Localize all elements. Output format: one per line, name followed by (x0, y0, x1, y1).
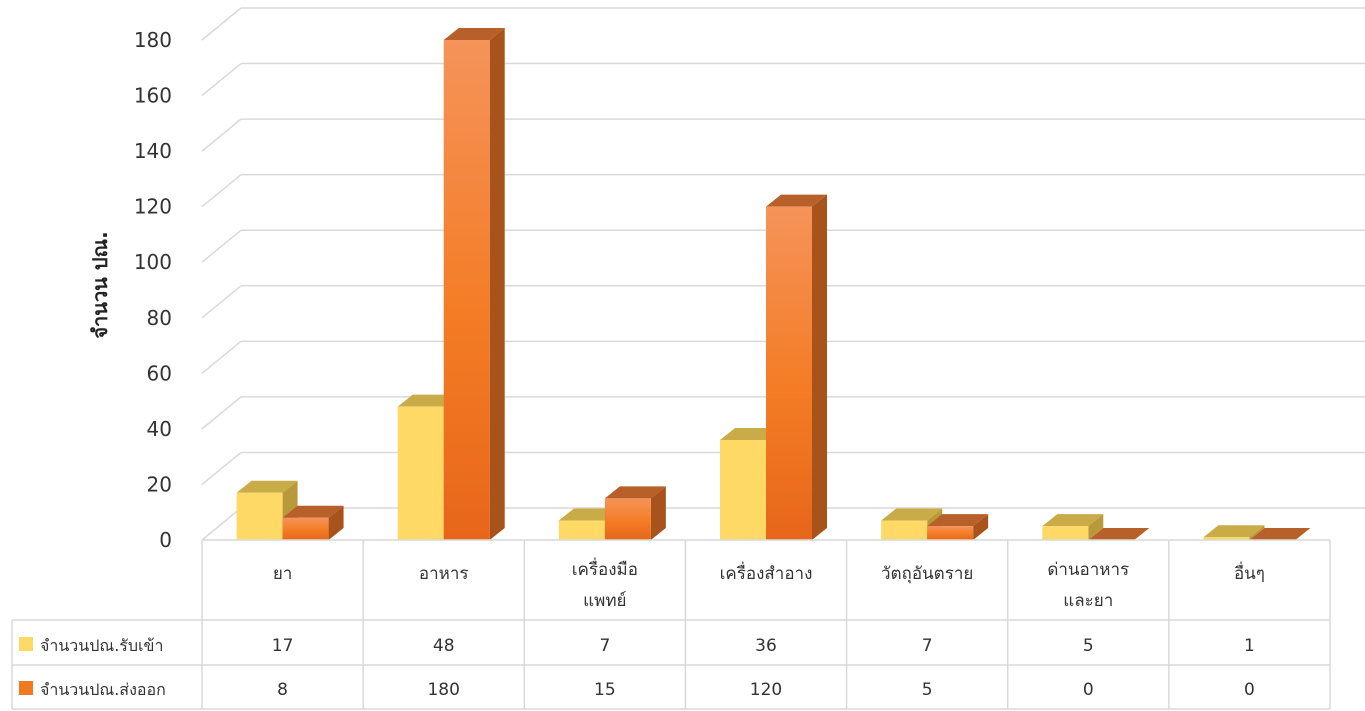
table-value: 8 (277, 680, 288, 700)
table-value: 48 (433, 636, 455, 656)
table-value: 36 (755, 636, 777, 656)
table-value: 1 (1244, 636, 1255, 656)
bar-export (927, 514, 989, 540)
gridline-diag (201, 396, 242, 430)
y-tick-label: 180 (134, 28, 172, 52)
y-tick-label: 40 (147, 417, 172, 441)
y-tick-label: 80 (147, 306, 172, 330)
bar-export (1088, 528, 1150, 540)
legend-swatch (19, 681, 33, 695)
y-tick-label: 60 (147, 361, 172, 385)
gridline-diag (201, 340, 242, 374)
table-value: 7 (922, 636, 933, 656)
legend-swatch (19, 637, 33, 651)
y-axis-label: จำนวน ปณ. (88, 231, 112, 338)
gridline-diag (201, 229, 242, 263)
gridline-diag (201, 118, 242, 152)
y-tick-label: 20 (147, 472, 172, 496)
table-value: 5 (1083, 636, 1094, 656)
bar-export (604, 486, 666, 540)
table-value: 180 (427, 680, 459, 700)
y-tick-label: 160 (134, 84, 172, 108)
gridline-diag (201, 7, 242, 41)
legend-label: จำนวนปณ.ส่งออก (40, 680, 166, 699)
gridline-diag (201, 174, 242, 208)
category-label: และยา (1063, 591, 1113, 611)
table-value: 0 (1083, 680, 1094, 700)
category-label: อื่นๆ (1234, 561, 1265, 584)
category-label: เครื่องสำอาง (720, 561, 813, 584)
table-value: 17 (272, 636, 294, 656)
y-tick-label: 100 (134, 250, 172, 274)
bar-import (1203, 525, 1265, 540)
table-value: 120 (750, 680, 782, 700)
bar-export (443, 28, 505, 540)
bars (236, 28, 1311, 540)
y-axis-ticks: 0 20 40 60 80 100 120 140 160 180 (134, 28, 172, 552)
category-label: ยา (273, 564, 293, 584)
gridline-diag (201, 507, 242, 541)
bar-import (1042, 514, 1104, 540)
category-label: อาหาร (419, 564, 469, 584)
category-label: ด่านอาหาร (1047, 560, 1129, 580)
table-value: 5 (922, 680, 933, 700)
category-label: แพทย์ (583, 591, 626, 611)
bar-import (881, 508, 943, 540)
gridline-diag (201, 451, 242, 486)
gridline-diag (201, 62, 242, 97)
gridline-diag (201, 285, 242, 319)
bar-export (282, 505, 344, 540)
y-tick-label: 0 (159, 528, 172, 552)
y-tick-label: 120 (134, 195, 172, 219)
y-tick-label: 140 (134, 139, 172, 163)
table-value: 15 (594, 680, 616, 700)
bar-export (1249, 528, 1311, 540)
category-label: วัตถุอันตราย (881, 564, 973, 584)
table-value: 0 (1244, 680, 1255, 700)
bar-export (766, 194, 827, 540)
legend-label: จำนวนปณ.รับเข้า (40, 636, 163, 655)
table-value: 7 (599, 636, 610, 656)
category-label: เครื่องมือ (572, 557, 638, 580)
